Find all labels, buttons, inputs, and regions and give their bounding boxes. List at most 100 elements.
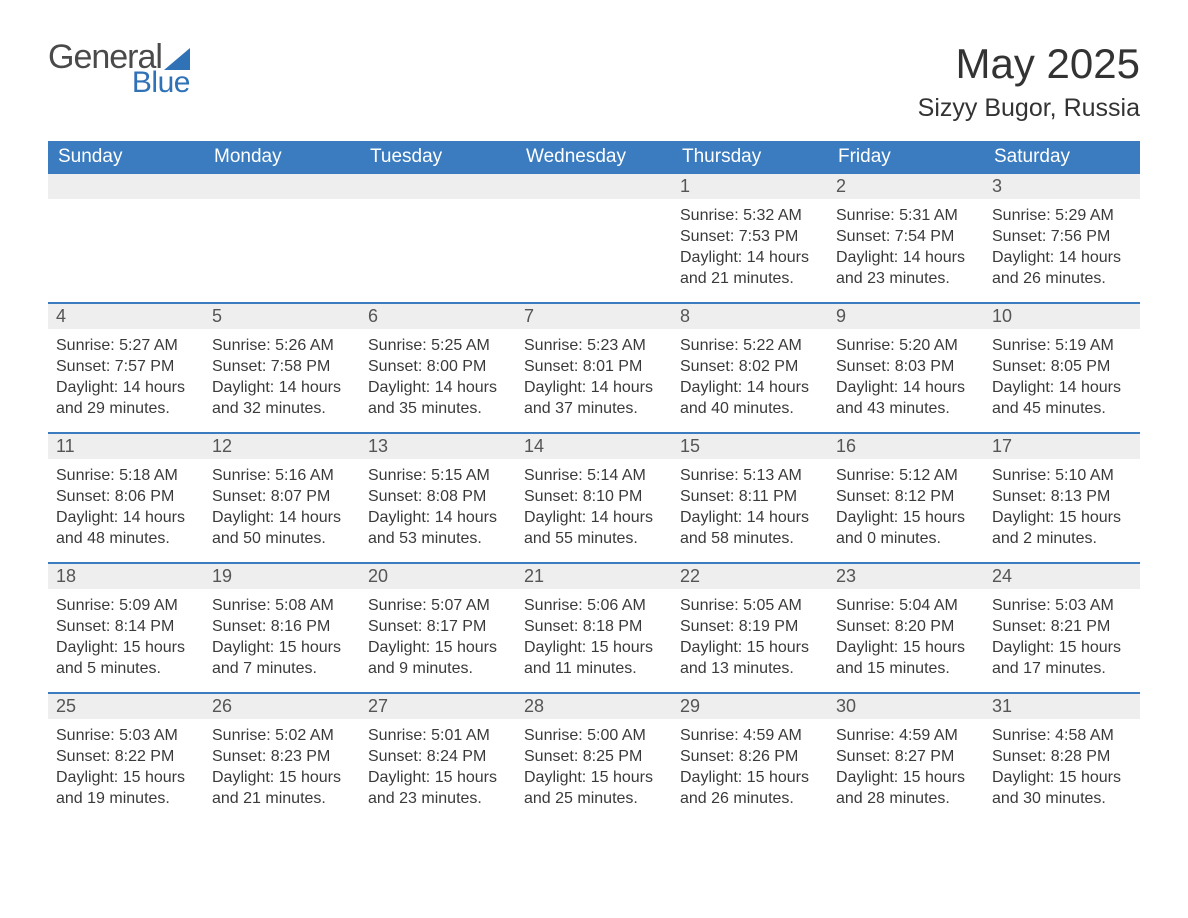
sunrise-line-value: 5:02 AM bbox=[275, 727, 334, 744]
daylight-line: Daylight: 15 hours and 21 minutes. bbox=[212, 767, 352, 809]
day-details: Sunrise: 5:16 AMSunset: 8:07 PMDaylight:… bbox=[204, 459, 360, 553]
sunrise-line-value: 5:22 AM bbox=[743, 337, 802, 354]
sunrise-line-label: Sunrise: bbox=[56, 597, 115, 614]
daylight-line: Daylight: 14 hours and 48 minutes. bbox=[56, 507, 196, 549]
weekday-header: Thursday bbox=[672, 141, 828, 174]
sunset-line: Sunset: 8:20 PM bbox=[836, 616, 976, 637]
calendar-day-cell: 19Sunrise: 5:08 AMSunset: 8:16 PMDayligh… bbox=[204, 564, 360, 692]
daylight-line-label: Daylight: bbox=[212, 379, 274, 396]
sunrise-line-value: 5:23 AM bbox=[587, 337, 646, 354]
day-number: 20 bbox=[360, 564, 516, 589]
day-details: Sunrise: 4:59 AMSunset: 8:27 PMDaylight:… bbox=[828, 719, 984, 813]
daylight-line: Daylight: 14 hours and 43 minutes. bbox=[836, 377, 976, 419]
day-number: 28 bbox=[516, 694, 672, 719]
daylight-line: Daylight: 15 hours and 28 minutes. bbox=[836, 767, 976, 809]
calendar-day-cell: 4Sunrise: 5:27 AMSunset: 7:57 PMDaylight… bbox=[48, 304, 204, 432]
daylight-line-label: Daylight: bbox=[368, 639, 430, 656]
sunrise-line-label: Sunrise: bbox=[680, 337, 739, 354]
sunrise-line-value: 5:00 AM bbox=[587, 727, 646, 744]
day-details: Sunrise: 5:03 AMSunset: 8:21 PMDaylight:… bbox=[984, 589, 1140, 683]
calendar-day-cell: 8Sunrise: 5:22 AMSunset: 8:02 PMDaylight… bbox=[672, 304, 828, 432]
sunrise-line-value: 5:03 AM bbox=[1055, 597, 1114, 614]
day-number: 13 bbox=[360, 434, 516, 459]
sunset-line-label: Sunset: bbox=[56, 618, 110, 635]
day-number: 14 bbox=[516, 434, 672, 459]
sunrise-line: Sunrise: 5:19 AM bbox=[992, 335, 1132, 356]
day-details: Sunrise: 5:18 AMSunset: 8:06 PMDaylight:… bbox=[48, 459, 204, 553]
daylight-line: Daylight: 15 hours and 5 minutes. bbox=[56, 637, 196, 679]
daylight-line: Daylight: 14 hours and 40 minutes. bbox=[680, 377, 820, 419]
sunset-line: Sunset: 7:54 PM bbox=[836, 226, 976, 247]
daylight-line-label: Daylight: bbox=[836, 249, 898, 266]
day-details: Sunrise: 5:20 AMSunset: 8:03 PMDaylight:… bbox=[828, 329, 984, 423]
sunrise-line: Sunrise: 5:23 AM bbox=[524, 335, 664, 356]
sunrise-line-label: Sunrise: bbox=[524, 467, 583, 484]
daylight-line-label: Daylight: bbox=[368, 379, 430, 396]
daylight-line: Daylight: 14 hours and 53 minutes. bbox=[368, 507, 508, 549]
sunset-line: Sunset: 7:58 PM bbox=[212, 356, 352, 377]
title-block: May 2025 Sizyy Bugor, Russia bbox=[918, 40, 1140, 123]
calendar-week-row: 11Sunrise: 5:18 AMSunset: 8:06 PMDayligh… bbox=[48, 434, 1140, 562]
day-number: 11 bbox=[48, 434, 204, 459]
sunrise-line: Sunrise: 5:03 AM bbox=[56, 725, 196, 746]
day-details: Sunrise: 5:01 AMSunset: 8:24 PMDaylight:… bbox=[360, 719, 516, 813]
sunset-line: Sunset: 8:19 PM bbox=[680, 616, 820, 637]
day-number: 9 bbox=[828, 304, 984, 329]
day-number: 27 bbox=[360, 694, 516, 719]
sunset-line: Sunset: 8:22 PM bbox=[56, 746, 196, 767]
sunset-line-value: 7:56 PM bbox=[1051, 228, 1111, 245]
day-details: Sunrise: 5:25 AMSunset: 8:00 PMDaylight:… bbox=[360, 329, 516, 423]
sunset-line-value: 8:13 PM bbox=[1051, 488, 1111, 505]
sunrise-line-label: Sunrise: bbox=[836, 597, 895, 614]
sunrise-line-label: Sunrise: bbox=[524, 727, 583, 744]
day-details: Sunrise: 4:58 AMSunset: 8:28 PMDaylight:… bbox=[984, 719, 1140, 813]
day-number: 29 bbox=[672, 694, 828, 719]
sunrise-line-label: Sunrise: bbox=[368, 727, 427, 744]
day-number: 17 bbox=[984, 434, 1140, 459]
sunrise-line-value: 5:27 AM bbox=[119, 337, 178, 354]
daylight-line: Daylight: 15 hours and 9 minutes. bbox=[368, 637, 508, 679]
calendar-day-cell bbox=[204, 174, 360, 302]
sunset-line-label: Sunset: bbox=[992, 358, 1046, 375]
sunset-line-label: Sunset: bbox=[368, 618, 422, 635]
day-details: Sunrise: 5:07 AMSunset: 8:17 PMDaylight:… bbox=[360, 589, 516, 683]
weekday-header: Sunday bbox=[48, 141, 204, 174]
day-details: Sunrise: 5:02 AMSunset: 8:23 PMDaylight:… bbox=[204, 719, 360, 813]
day-number: 21 bbox=[516, 564, 672, 589]
sunrise-line-label: Sunrise: bbox=[524, 597, 583, 614]
day-number: 12 bbox=[204, 434, 360, 459]
daylight-line: Daylight: 14 hours and 35 minutes. bbox=[368, 377, 508, 419]
daylight-line-label: Daylight: bbox=[836, 769, 898, 786]
sunrise-line: Sunrise: 5:01 AM bbox=[368, 725, 508, 746]
sunrise-line-value: 5:31 AM bbox=[899, 207, 958, 224]
calendar-week-row: 18Sunrise: 5:09 AMSunset: 8:14 PMDayligh… bbox=[48, 564, 1140, 692]
weekday-header: Friday bbox=[828, 141, 984, 174]
sunrise-line: Sunrise: 5:12 AM bbox=[836, 465, 976, 486]
daylight-line: Daylight: 14 hours and 29 minutes. bbox=[56, 377, 196, 419]
sunset-line-label: Sunset: bbox=[524, 358, 578, 375]
day-number-empty bbox=[48, 174, 204, 199]
sunset-line-label: Sunset: bbox=[992, 748, 1046, 765]
day-details: Sunrise: 5:32 AMSunset: 7:53 PMDaylight:… bbox=[672, 199, 828, 293]
sunrise-line-value: 5:05 AM bbox=[743, 597, 802, 614]
day-number: 5 bbox=[204, 304, 360, 329]
day-number: 18 bbox=[48, 564, 204, 589]
sunrise-line-label: Sunrise: bbox=[992, 337, 1051, 354]
sunset-line: Sunset: 8:28 PM bbox=[992, 746, 1132, 767]
sunrise-line-value: 5:25 AM bbox=[431, 337, 490, 354]
day-details: Sunrise: 5:27 AMSunset: 7:57 PMDaylight:… bbox=[48, 329, 204, 423]
sunset-line-value: 7:57 PM bbox=[115, 358, 175, 375]
daylight-line-label: Daylight: bbox=[56, 509, 118, 526]
daylight-line: Daylight: 15 hours and 23 minutes. bbox=[368, 767, 508, 809]
daylight-line-label: Daylight: bbox=[212, 509, 274, 526]
calendar-day-cell: 23Sunrise: 5:04 AMSunset: 8:20 PMDayligh… bbox=[828, 564, 984, 692]
calendar-day-cell: 25Sunrise: 5:03 AMSunset: 8:22 PMDayligh… bbox=[48, 694, 204, 822]
sunrise-line-label: Sunrise: bbox=[368, 337, 427, 354]
sunset-line-label: Sunset: bbox=[992, 228, 1046, 245]
daylight-line-label: Daylight: bbox=[212, 769, 274, 786]
daylight-line: Daylight: 15 hours and 0 minutes. bbox=[836, 507, 976, 549]
day-details: Sunrise: 5:12 AMSunset: 8:12 PMDaylight:… bbox=[828, 459, 984, 553]
daylight-line: Daylight: 14 hours and 26 minutes. bbox=[992, 247, 1132, 289]
sunset-line: Sunset: 8:18 PM bbox=[524, 616, 664, 637]
sunrise-line-value: 5:20 AM bbox=[899, 337, 958, 354]
